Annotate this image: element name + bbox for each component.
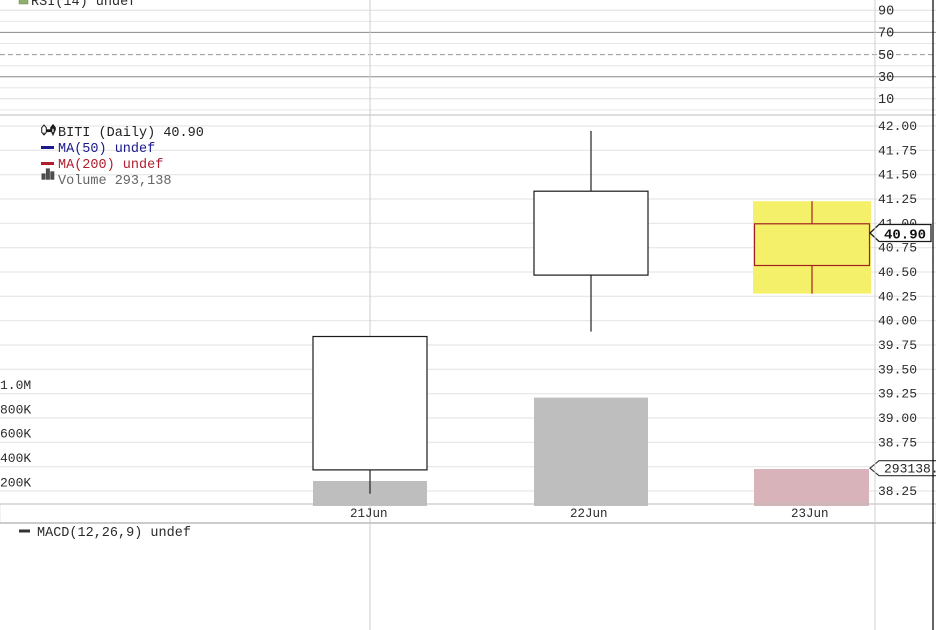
svg-text:41.75: 41.75	[878, 143, 917, 158]
svg-text:39.50: 39.50	[878, 362, 917, 377]
svg-text:50: 50	[878, 49, 894, 64]
svg-text:600K: 600K	[0, 427, 31, 442]
svg-text:400K: 400K	[0, 451, 31, 466]
svg-text:10: 10	[878, 93, 894, 108]
svg-text:40.00: 40.00	[878, 314, 917, 329]
svg-text:200K: 200K	[0, 475, 31, 490]
svg-text:21Jun: 21Jun	[350, 507, 388, 521]
svg-text:41.25: 41.25	[878, 192, 917, 207]
svg-text:38.75: 38.75	[878, 435, 917, 450]
svg-text:38.25: 38.25	[878, 484, 917, 499]
svg-text:MA(200) undef: MA(200) undef	[58, 158, 163, 173]
svg-text:70: 70	[878, 27, 894, 42]
svg-text:1.0M: 1.0M	[0, 378, 31, 393]
svg-text:30: 30	[878, 71, 894, 86]
svg-text:40.90: 40.90	[884, 228, 926, 244]
svg-text:40.50: 40.50	[878, 265, 917, 280]
svg-text:39.75: 39.75	[878, 338, 917, 353]
svg-text:MA(50) undef: MA(50) undef	[58, 142, 155, 157]
svg-text:800K: 800K	[0, 402, 31, 417]
svg-text:293138.0: 293138.0	[884, 462, 936, 477]
svg-text:42.00: 42.00	[878, 119, 917, 134]
svg-text:BITI (Daily) 40.90: BITI (Daily) 40.90	[58, 126, 204, 141]
svg-text:40.25: 40.25	[878, 289, 917, 304]
svg-text:41.50: 41.50	[878, 168, 917, 183]
svg-text:39.00: 39.00	[878, 411, 917, 426]
svg-text:90: 90	[878, 5, 894, 20]
svg-text:22Jun: 22Jun	[570, 507, 608, 521]
svg-text:RSI(14) undef: RSI(14) undef	[31, 0, 136, 10]
svg-text:39.25: 39.25	[878, 387, 917, 402]
svg-text:23Jun: 23Jun	[791, 507, 829, 521]
svg-text:Volume 293,138: Volume 293,138	[58, 174, 171, 189]
svg-text:MACD(12,26,9) undef: MACD(12,26,9) undef	[37, 526, 191, 541]
